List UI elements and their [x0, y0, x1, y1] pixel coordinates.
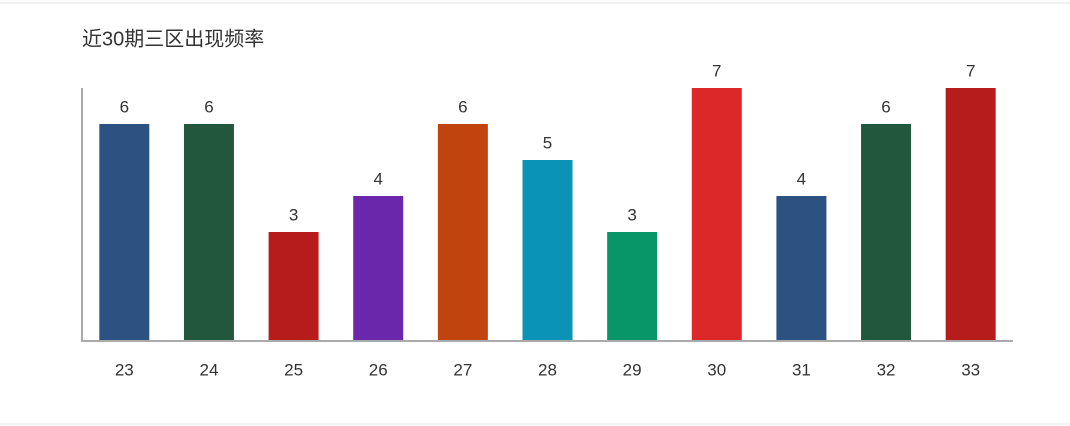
- value-label: 6: [881, 97, 890, 116]
- x-tick-label: 29: [623, 360, 642, 379]
- value-label: 3: [627, 205, 636, 224]
- bar: [99, 124, 150, 340]
- bar: [268, 232, 319, 340]
- x-tick-label: 32: [877, 360, 896, 379]
- x-tick-label: 33: [961, 360, 980, 379]
- bar: [353, 196, 404, 340]
- x-tick-label: 25: [284, 360, 303, 379]
- value-label: 7: [712, 61, 721, 80]
- bar: [437, 124, 488, 340]
- x-tick-label: 30: [707, 360, 726, 379]
- value-label: 7: [966, 61, 975, 80]
- value-label: 6: [204, 97, 213, 116]
- x-tick-label: 28: [538, 360, 557, 379]
- bar: [183, 124, 234, 340]
- bar: [945, 88, 996, 340]
- bar: [861, 124, 912, 340]
- x-tick-label: 23: [115, 360, 134, 379]
- value-label: 5: [543, 133, 552, 152]
- bar: [607, 232, 658, 340]
- bar: [522, 160, 573, 340]
- value-label: 3: [289, 205, 298, 224]
- x-tick-label: 24: [199, 360, 218, 379]
- value-label: 6: [458, 97, 467, 116]
- bar: [776, 196, 827, 340]
- value-label: 6: [120, 97, 129, 116]
- chart-title: 近30期三区出现频率: [82, 27, 264, 50]
- value-label: 4: [373, 169, 382, 188]
- x-tick-label: 31: [792, 360, 811, 379]
- x-tick-label: 26: [369, 360, 388, 379]
- value-label: 4: [797, 169, 806, 188]
- bar: [691, 88, 742, 340]
- x-tick-label: 27: [453, 360, 472, 379]
